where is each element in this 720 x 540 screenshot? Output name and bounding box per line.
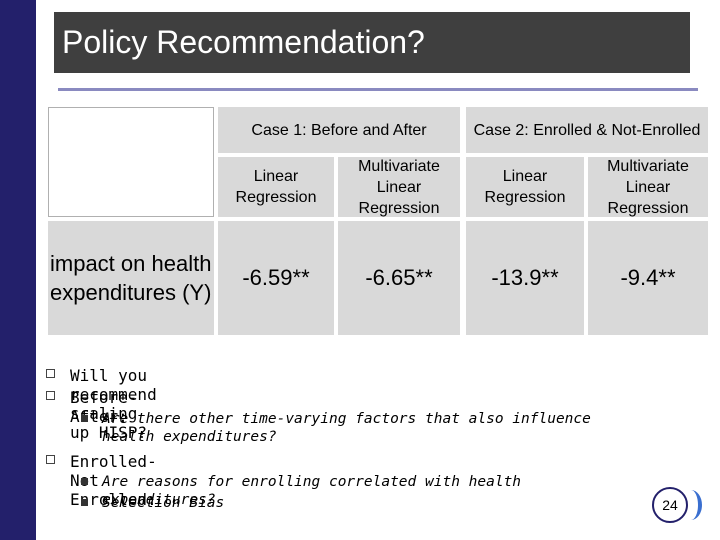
case2-linear-header: Linear Regression (466, 157, 584, 217)
filled-square-bullet-icon (81, 478, 88, 485)
case2-multivariate-header: Multivariate Linear Regression (588, 157, 708, 217)
square-bullet-icon (46, 455, 55, 464)
row-label-impact: impact on health expenditures (Y) (48, 221, 214, 335)
page-number-arc-icon (680, 490, 702, 520)
value-case2-linear: -13.9** (466, 221, 584, 335)
sub-bullet-reasons: Are reasons for enrolling correlated wit… (81, 473, 642, 509)
case1-linear-header: Linear Regression (218, 157, 334, 217)
filled-square-bullet-icon (81, 499, 88, 506)
sub-bullet-selection-bias-text: Selection Bias (102, 495, 225, 511)
left-accent-bar (0, 0, 36, 540)
case2-header: Case 2: Enrolled & Not-Enrolled (466, 107, 708, 153)
square-bullet-icon (46, 391, 55, 400)
filled-square-bullet-icon (81, 415, 88, 422)
sub-bullet-time-varying-text: Are there other time-varying factors tha… (102, 411, 591, 445)
square-bullet-icon (46, 369, 55, 378)
slide-title: Policy Recommendation? (62, 24, 425, 60)
value-case1-multivariate: -6.65** (338, 221, 460, 335)
page-number: 24 (652, 487, 688, 523)
value-case1-linear: -6.59** (218, 221, 334, 335)
title-divider (58, 88, 698, 91)
sub-bullet-selection-bias: Selection Bias (81, 494, 642, 512)
sub-bullet-reasons-text: Are reasons for enrolling correlated wit… (102, 474, 522, 508)
value-case2-multivariate: -9.4** (588, 221, 708, 335)
table-corner-cell (48, 107, 214, 217)
title-banner: Policy Recommendation? (54, 12, 690, 73)
case1-multivariate-header: Multivariate Linear Regression (338, 157, 460, 217)
sub-bullet-time-varying: Are there other time-varying factors tha… (81, 410, 642, 446)
case1-header: Case 1: Before and After (218, 107, 460, 153)
